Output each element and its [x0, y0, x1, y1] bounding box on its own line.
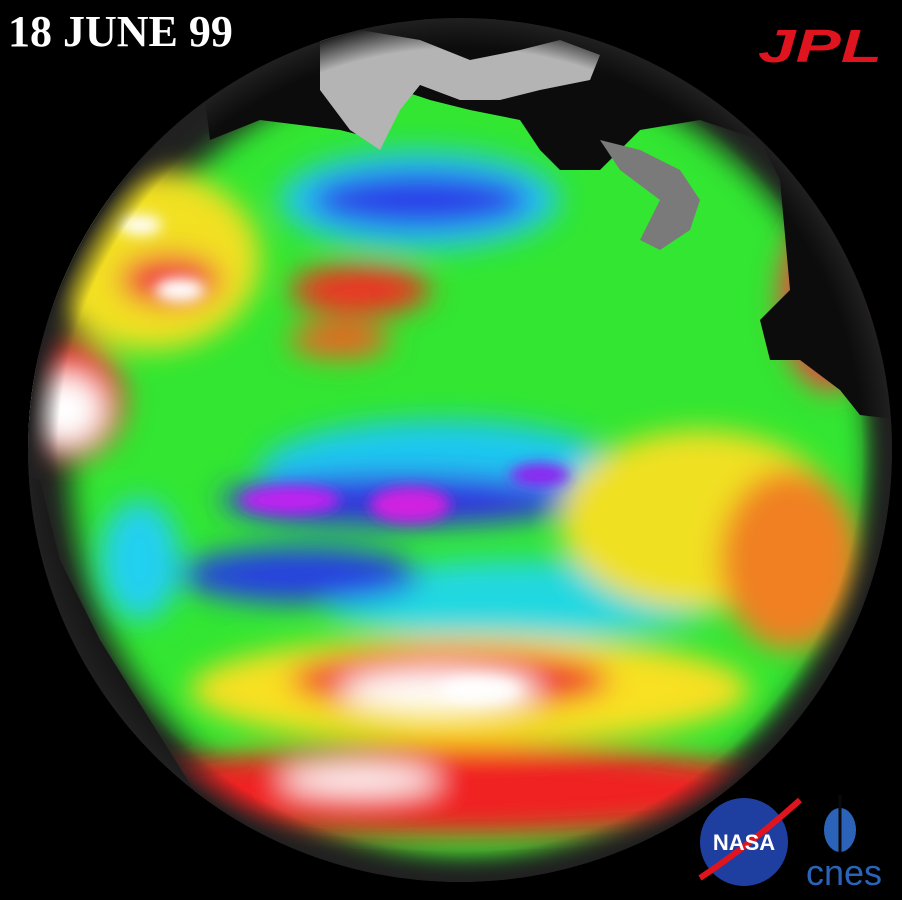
- cnes-text: cnes: [806, 852, 882, 893]
- nasa-text: NASA: [713, 830, 775, 855]
- date-label: 18 JUNE 99: [8, 7, 233, 56]
- jpl-logo: JPL: [758, 20, 882, 72]
- cnes-logo: cnes: [806, 795, 882, 893]
- nasa-logo: NASA: [698, 797, 803, 886]
